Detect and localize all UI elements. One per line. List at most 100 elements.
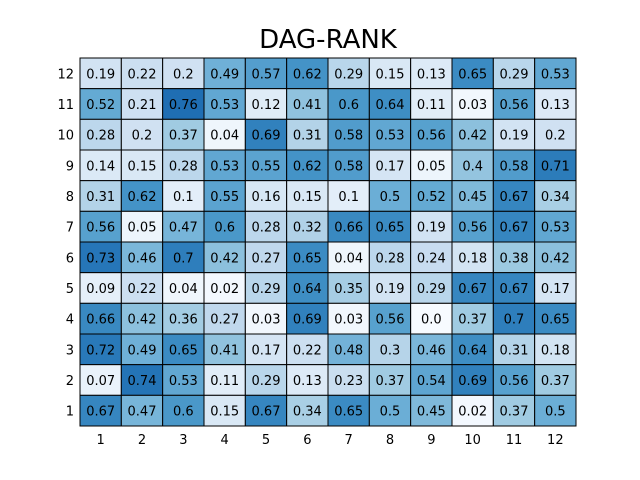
cell-value-label: 0.65	[334, 405, 363, 420]
cell-value-label: 0.11	[210, 374, 239, 389]
cell-value-label: 0.05	[128, 221, 157, 236]
cell-value-label: 0.53	[210, 159, 239, 174]
cell-value-label: 0.36	[169, 313, 198, 328]
heatmap-cell	[162, 241, 205, 274]
cell-value-label: 0.1	[173, 190, 194, 205]
cell-value-label: 0.29	[500, 67, 529, 82]
x-tick-label: 2	[138, 433, 146, 448]
heatmap-cell	[120, 364, 164, 396]
cell-value-label: 0.7	[504, 313, 525, 328]
cell-value-label: 0.37	[541, 374, 570, 389]
cell-value-label: 0.62	[293, 159, 322, 174]
cell-value-label: 0.56	[500, 374, 529, 389]
y-tick-label: 8	[66, 190, 74, 205]
cell-value-label: 0.6	[214, 221, 235, 236]
heatmap-cell	[368, 302, 412, 335]
cell-value-label: 0.04	[169, 282, 198, 297]
cell-value-label: 0.18	[541, 343, 570, 358]
cell-value-label: 0.04	[334, 251, 363, 266]
cell-value-label: 0.66	[86, 313, 115, 328]
y-tick-label: 12	[57, 67, 74, 82]
x-tick-label: 1	[97, 433, 105, 448]
cell-value-label: 0.38	[500, 251, 529, 266]
cell-value-label: 0.56	[417, 129, 446, 144]
heatmap-cell	[120, 333, 164, 366]
heatmap-cell	[327, 241, 370, 274]
cell-value-label: 0.67	[86, 405, 115, 420]
cell-value-label: 0.53	[169, 374, 198, 389]
y-tick-label: 5	[66, 282, 74, 297]
heatmap-cell	[368, 364, 412, 396]
cell-value-label: 0.58	[334, 129, 363, 144]
cell-value-label: 0.65	[376, 221, 405, 236]
heatmap-cell	[79, 272, 122, 304]
heatmap-cell	[410, 302, 453, 335]
heatmap-cell	[410, 210, 453, 243]
cell-value-label: 0.0	[421, 313, 442, 328]
cell-value-label: 0.64	[458, 343, 487, 358]
cell-value-label: 0.2	[545, 129, 566, 144]
x-tick-label: 7	[345, 433, 353, 448]
heatmap-cell	[410, 149, 453, 182]
heatmap-cell	[286, 57, 329, 90]
heatmap-cell	[327, 118, 370, 151]
cell-value-label: 0.22	[293, 343, 322, 358]
heatmap-cell	[492, 88, 536, 120]
cell-value-label: 0.64	[293, 282, 322, 297]
heatmap-cell	[286, 241, 329, 274]
heatmap-cell	[286, 302, 329, 335]
cell-value-label: 0.34	[541, 190, 570, 205]
cell-value-label: 0.29	[252, 282, 281, 297]
cell-value-label: 0.15	[128, 159, 157, 174]
cell-value-label: 0.32	[293, 221, 322, 236]
cell-value-label: 0.58	[500, 159, 529, 174]
heatmap-cell	[534, 394, 577, 427]
heatmap-cell	[244, 118, 288, 151]
heatmap-cell	[120, 394, 164, 427]
cell-value-label: 0.42	[210, 251, 239, 266]
cell-value-label: 0.37	[500, 405, 529, 420]
cell-value-label: 0.19	[417, 221, 446, 236]
cell-value-label: 0.17	[376, 159, 405, 174]
cell-value-label: 0.42	[458, 129, 487, 144]
heatmap-cell	[327, 364, 370, 396]
cell-value-label: 0.27	[210, 313, 239, 328]
x-tick-label: 10	[464, 433, 481, 448]
cell-value-label: 0.42	[541, 251, 570, 266]
heatmap-cell	[492, 333, 536, 366]
heatmap-cell	[203, 118, 246, 151]
cell-value-label: 0.73	[86, 251, 115, 266]
cell-value-label: 0.13	[417, 67, 446, 82]
cell-value-label: 0.67	[500, 282, 529, 297]
heatmap-cell	[492, 149, 536, 182]
heatmap-cell	[162, 180, 205, 212]
cell-value-label: 0.18	[458, 251, 487, 266]
cell-value-label: 0.55	[252, 159, 281, 174]
heatmap-cell	[451, 57, 494, 90]
cell-value-label: 0.46	[128, 251, 157, 266]
heatmap-cell	[203, 241, 246, 274]
heatmap-cell	[120, 241, 164, 274]
x-axis: 1 2 3 4 5 6 7 8 9 10 11 12	[97, 433, 564, 448]
heatmap-cell	[286, 180, 329, 212]
cell-value-label: 0.56	[500, 98, 529, 113]
heatmap-cell	[162, 272, 205, 304]
y-tick-label: 7	[66, 221, 74, 236]
heatmap-cell	[492, 272, 536, 304]
heatmap-cell	[203, 210, 246, 243]
heatmap-cell	[368, 210, 412, 243]
cell-value-label: 0.02	[458, 405, 487, 420]
cell-value-label: 0.24	[417, 251, 446, 266]
heatmap-cell	[327, 272, 370, 304]
heatmap-cell	[327, 88, 370, 120]
cell-value-label: 0.5	[380, 405, 401, 420]
y-tick-label: 10	[57, 129, 74, 144]
cell-value-label: 0.45	[458, 190, 487, 205]
heatmap-cell	[203, 333, 246, 366]
heatmap-cell	[286, 394, 329, 427]
cell-value-label: 0.13	[541, 98, 570, 113]
heatmap-cell	[244, 180, 288, 212]
heatmap-cell	[534, 57, 577, 90]
cell-value-label: 0.49	[210, 67, 239, 82]
heatmap-cell	[451, 88, 494, 120]
